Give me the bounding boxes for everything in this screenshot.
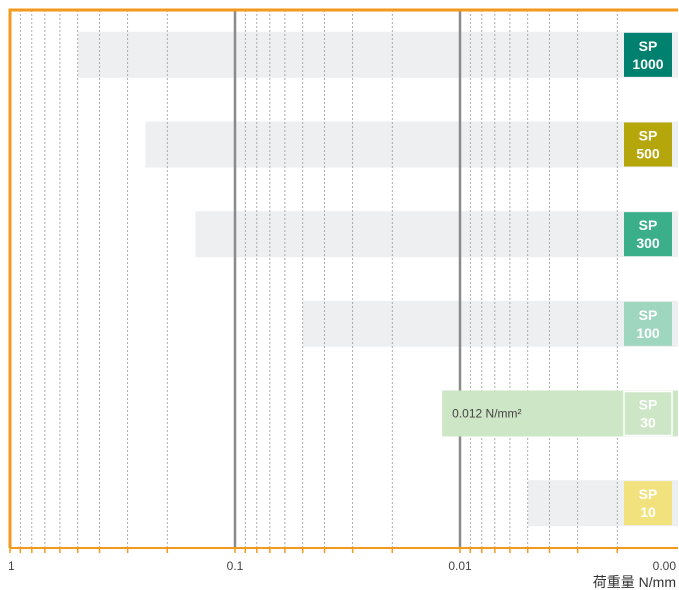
series-badge-300 <box>624 212 672 257</box>
series-badge-label: SP <box>639 397 658 413</box>
range-bar-300 <box>195 211 679 258</box>
series-badge-10 <box>624 481 672 526</box>
badge-layer: SP 1000 SP 500 SP 300 SP 100 SP 30 0.012 N/mm² SP 10 <box>452 32 673 526</box>
series-badge-label: SP <box>639 38 658 54</box>
x-tick-label: 0.01 <box>448 559 472 573</box>
series-badge-30 <box>623 390 673 437</box>
series-badge-label: SP <box>639 307 658 323</box>
series-badge-label: 10 <box>640 504 656 520</box>
x-tick-label: 0.1 <box>227 559 244 573</box>
series-badge-label: 300 <box>636 235 660 251</box>
x-tick-label: 1 <box>8 559 15 573</box>
series-badge-100 <box>624 301 672 346</box>
track-layer <box>77 31 679 527</box>
series-badge-label: SP <box>639 217 658 233</box>
series-badge-500 <box>624 122 672 167</box>
frame-layer <box>8 8 678 553</box>
tick-layer: 1 0.1 0.01 0.00 <box>8 559 676 573</box>
grid-layer <box>19 10 618 548</box>
series-badge-label: 30 <box>640 415 656 431</box>
x-axis-label: 荷重量 N/mm <box>593 574 676 590</box>
threshold-annotation: 0.012 N/mm² <box>452 407 521 421</box>
series-badge-label: 100 <box>636 325 660 341</box>
x-tick-label: 0.00 <box>653 559 677 573</box>
range-bar-100 <box>302 300 678 347</box>
series-badge-label: SP <box>639 128 658 144</box>
range-bar-500 <box>145 121 678 168</box>
series-badge-label: 500 <box>636 146 660 162</box>
range-bar-1000 <box>77 31 678 78</box>
series-badge-label: 1000 <box>632 56 663 72</box>
plot-frame <box>8 8 678 548</box>
series-badge-label: SP <box>639 486 658 502</box>
series-badge-1000 <box>624 32 672 77</box>
